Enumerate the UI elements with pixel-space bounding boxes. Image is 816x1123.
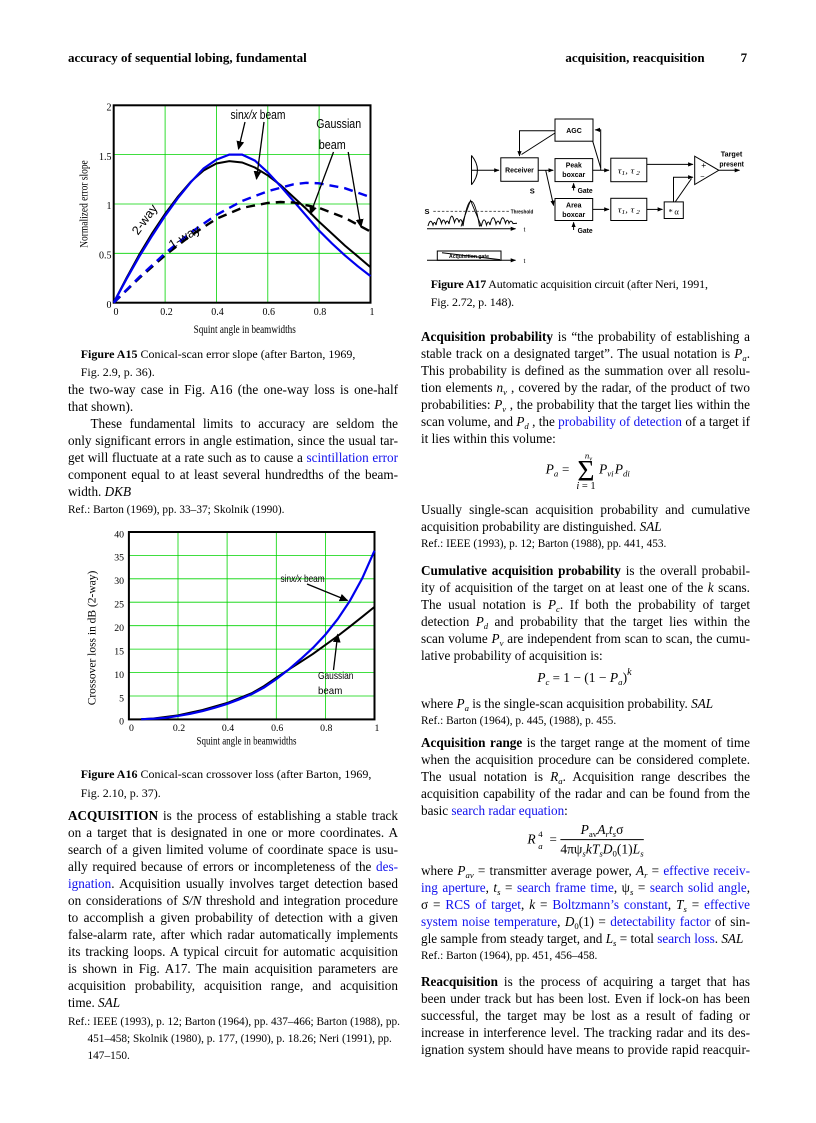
svg-text:Peak: Peak [566, 160, 583, 169]
svg-text:R: R [526, 831, 536, 846]
svg-text:1: 1 [370, 307, 375, 318]
svg-text:15: 15 [114, 646, 124, 657]
svg-text:i = 1: i = 1 [576, 481, 595, 492]
svg-text:0: 0 [129, 723, 134, 734]
svg-text:t: t [524, 257, 526, 265]
svg-text:* α: * α [668, 207, 679, 217]
svg-text:boxcar: boxcar [562, 210, 585, 219]
svg-text:0.4: 0.4 [211, 307, 224, 318]
svg-text:Gaussian: Gaussian [318, 670, 354, 682]
svg-text:S: S [425, 207, 430, 216]
svg-text:Gate: Gate [578, 186, 593, 195]
svg-text:τ1, τ 2: τ1, τ 2 [618, 204, 640, 216]
svg-text:40: 40 [114, 529, 124, 540]
svg-text:0.6: 0.6 [271, 723, 283, 734]
svg-text:=: = [550, 831, 557, 846]
svg-text:AGC: AGC [566, 126, 582, 135]
svg-text:Gaussian: Gaussian [316, 117, 361, 131]
svg-text:35: 35 [114, 553, 124, 564]
svg-text:4πψskTsD0(1)Ls: 4πψskTsD0(1)Ls [560, 841, 644, 858]
svg-text:beam: beam [319, 138, 346, 152]
svg-text:Area: Area [566, 200, 582, 209]
svg-text:0.2: 0.2 [160, 307, 173, 318]
svg-text:1.5: 1.5 [99, 152, 112, 163]
svg-text:Crossover loss in dB (2-way): Crossover loss in dB (2-way) [86, 571, 98, 706]
svg-text:−: − [700, 172, 705, 181]
svg-text:20: 20 [114, 623, 124, 634]
svg-text:Threshold: Threshold [511, 209, 534, 215]
svg-text:+: + [701, 160, 706, 170]
svg-text:Pc = 1 − (1 − Pa)k: Pc = 1 − (1 − Pa)k [536, 667, 632, 687]
svg-text:Squint angle in beamwidths: Squint angle in beamwidths [194, 324, 297, 336]
svg-text:a: a [538, 841, 543, 851]
svg-text:Squint angle in beamwidths: Squint angle in beamwidths [197, 736, 297, 748]
svg-text:Pa: Pa [545, 461, 559, 478]
svg-text:nv: nv [585, 451, 592, 463]
svg-text:τ1, τ 2: τ1, τ 2 [618, 165, 640, 177]
svg-text:Target: Target [721, 150, 743, 159]
svg-text:Pvi Pdi: Pvi Pdi [598, 461, 630, 478]
svg-text:Normalized error slope: Normalized error slope [78, 160, 90, 248]
svg-text:sinx/x beam: sinx/x beam [231, 108, 286, 122]
svg-text:present: present [719, 159, 744, 168]
svg-text:Gate: Gate [578, 226, 593, 235]
svg-text:0: 0 [107, 300, 112, 311]
svg-text:0: 0 [119, 717, 124, 728]
svg-text:sinx/x beam: sinx/x beam [281, 573, 325, 585]
svg-text:boxcar: boxcar [562, 170, 585, 179]
svg-text:4: 4 [538, 829, 543, 839]
svg-text:beam: beam [318, 685, 343, 697]
svg-text:25: 25 [114, 600, 124, 611]
svg-text:5: 5 [119, 693, 124, 704]
svg-text:1: 1 [375, 723, 380, 734]
svg-text:10: 10 [114, 670, 124, 681]
svg-text:t: t [524, 226, 526, 234]
svg-text:0.6: 0.6 [263, 307, 276, 318]
svg-text:Acquisition gate: Acquisition gate [449, 254, 489, 260]
svg-text:0.8: 0.8 [320, 723, 332, 734]
svg-text:0.4: 0.4 [222, 723, 234, 734]
svg-text:0: 0 [114, 307, 119, 318]
svg-text:2: 2 [107, 103, 112, 114]
svg-text:PavArtsσ: PavArtsσ [580, 822, 624, 839]
svg-text:30: 30 [114, 576, 124, 587]
svg-text:0.8: 0.8 [314, 307, 327, 318]
svg-text:Σ: Σ [577, 455, 594, 487]
svg-text:=: = [562, 461, 569, 476]
svg-text:S: S [530, 187, 535, 196]
svg-text:0.2: 0.2 [173, 723, 185, 734]
svg-text:0.5: 0.5 [99, 251, 112, 262]
svg-text:1: 1 [107, 201, 112, 212]
svg-text:Receiver: Receiver [505, 165, 534, 174]
